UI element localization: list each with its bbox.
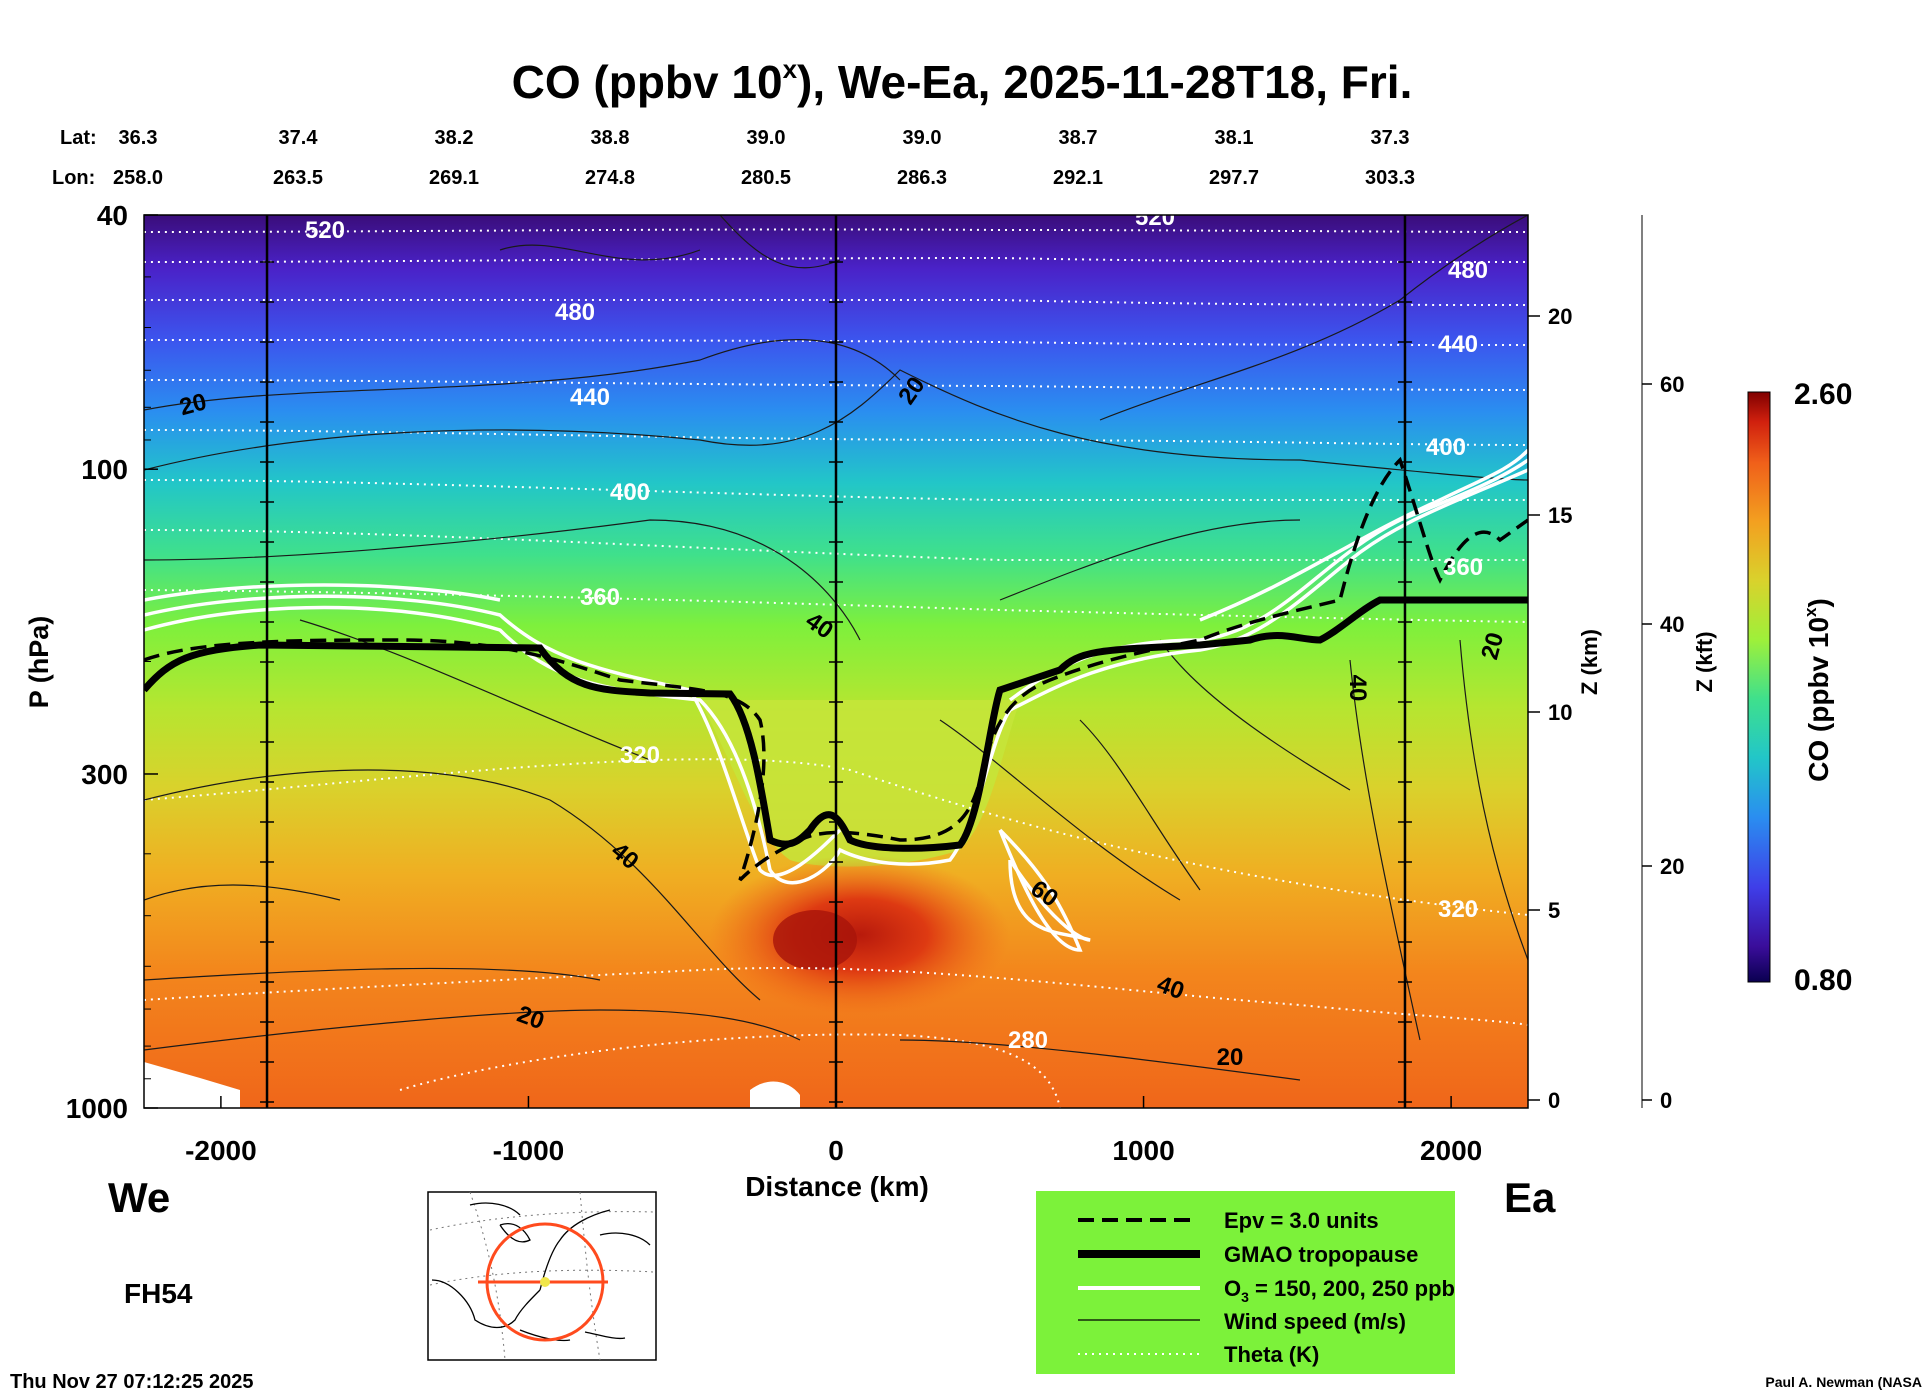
co-maximum-region [710, 855, 1010, 1015]
colorbar-scale [1747, 391, 1771, 983]
y-tick-label: 40 [97, 200, 128, 231]
surface-mask [144, 1062, 240, 1108]
x-tick-label: 0 [828, 1135, 844, 1166]
west-label: We [108, 1174, 170, 1221]
z-km-tick-label: 5 [1548, 898, 1560, 923]
z-km-axis: 0 5 10 15 20 Z (km) [1527, 215, 1602, 1113]
legend: Epv = 3.0 units GMAO tropopause O3 = 150… [1036, 1191, 1455, 1374]
z-kft-tick-label: 20 [1660, 854, 1684, 879]
svg-text:320: 320 [620, 742, 660, 769]
svg-text:480: 480 [555, 299, 595, 326]
z-km-tick-label: 20 [1548, 304, 1572, 329]
z-km-tick-label: 15 [1548, 503, 1572, 528]
timestamp: Thu Nov 27 07:12:25 2025 [10, 1371, 253, 1393]
z-kft-tick-label: 40 [1660, 612, 1684, 637]
z-kft-tick-label: 0 [1660, 1088, 1672, 1113]
x-tick-label: 1000 [1112, 1135, 1174, 1166]
svg-text:520: 520 [1135, 204, 1175, 231]
svg-text:400: 400 [610, 479, 650, 506]
colorbar: 2.60 0.80 CO (ppbv 10x) [1747, 378, 1852, 997]
vertical-section-lines [260, 215, 1412, 1108]
lon-label: Lon: [52, 167, 95, 189]
lat-values: 36.3 37.4 38.2 38.8 39.0 39.0 38.7 38.1 37.3 [119, 127, 1410, 149]
lon-value: 274.8 [585, 167, 635, 189]
forecast-hour: FH54 [124, 1278, 193, 1309]
surface-mask-2 [750, 1081, 800, 1108]
tropopause-line [144, 596, 1528, 852]
lat-label: Lat: [60, 127, 97, 149]
lat-value: 38.8 [591, 127, 630, 149]
lon-value: 263.5 [273, 167, 323, 189]
lat-value: 38.1 [1215, 127, 1254, 149]
svg-text:360: 360 [1443, 554, 1483, 581]
legend-ozone-label: O3 = 150, 200, 250 ppb [1224, 1276, 1455, 1305]
lon-values: 258.0 263.5 269.1 274.8 280.5 286.3 292.1 297.7… [113, 167, 1415, 189]
svg-text:280: 280 [1008, 1027, 1048, 1054]
z-kft-axis-title: Z (kft) [1692, 631, 1717, 692]
co-fold-region [700, 700, 1020, 867]
chart-title: CO (ppbv 10x), We-Ea, 2025-11-28T18, Fri… [512, 54, 1413, 108]
svg-text:480: 480 [1448, 257, 1488, 284]
lat-value: 37.3 [1371, 127, 1410, 149]
distance-axis-title: Distance (km) [745, 1171, 929, 1202]
y-tick-label: 1000 [66, 1093, 128, 1124]
lon-value: 286.3 [897, 167, 947, 189]
svg-text:20: 20 [1217, 1044, 1244, 1071]
legend-wind-label: Wind speed (m/s) [1224, 1309, 1406, 1334]
svg-text:440: 440 [1438, 331, 1478, 358]
colorbar-min: 0.80 [1794, 964, 1852, 997]
colorbar-label: CO (ppbv 10x) [1801, 598, 1834, 782]
pressure-axis: 40 100 300 1000 [66, 200, 158, 1124]
svg-text:40: 40 [1344, 675, 1371, 702]
location-map [427, 1191, 657, 1361]
lat-value: 38.7 [1059, 127, 1098, 149]
theta-contours [144, 228, 1528, 1108]
lat-value: 36.3 [119, 127, 158, 149]
svg-text:320: 320 [1438, 896, 1478, 923]
pressure-axis-title: P (hPa) [24, 616, 54, 709]
svg-text:440: 440 [570, 384, 610, 411]
wind-speed-contours [144, 215, 1528, 1081]
theta-labels: 520 480 440 400 360 320 280 520 480 440 … [305, 204, 1488, 1054]
lon-value: 292.1 [1053, 167, 1103, 189]
z-kft-tick-label: 60 [1660, 372, 1684, 397]
credit: Paul A. Newman (NASA [1765, 1374, 1922, 1390]
y-tick-label: 300 [81, 759, 128, 790]
section-center [540, 1277, 550, 1287]
colorbar-max: 2.60 [1794, 378, 1852, 411]
z-km-tick-label: 0 [1548, 1088, 1560, 1113]
lon-value: 258.0 [113, 167, 163, 189]
z-km-tick-label: 10 [1548, 700, 1572, 725]
svg-text:360: 360 [580, 584, 620, 611]
z-km-axis-title: Z (km) [1577, 629, 1602, 695]
east-label: Ea [1504, 1174, 1556, 1221]
z-kft-axis: 0 20 40 60 Z (kft) [1641, 215, 1717, 1113]
lon-value: 269.1 [429, 167, 479, 189]
co-maximum-core [773, 910, 857, 970]
lon-value: 280.5 [741, 167, 791, 189]
distance-axis: -2000 -1000 0 1000 2000 [185, 1096, 1482, 1166]
x-tick-label: -2000 [185, 1135, 257, 1166]
svg-text:400: 400 [1426, 434, 1466, 461]
svg-text:520: 520 [305, 217, 345, 244]
legend-theta-label: Theta (K) [1224, 1342, 1319, 1367]
lat-value: 39.0 [747, 127, 786, 149]
y-tick-label: 100 [81, 454, 128, 485]
x-tick-label: 2000 [1420, 1135, 1482, 1166]
lon-value: 297.7 [1209, 167, 1259, 189]
lat-value: 38.2 [435, 127, 474, 149]
legend-tropopause-label: GMAO tropopause [1224, 1242, 1418, 1267]
x-tick-label: -1000 [493, 1135, 565, 1166]
lat-value: 39.0 [903, 127, 942, 149]
epv-contour [144, 456, 1528, 882]
legend-epv-label: Epv = 3.0 units [1224, 1208, 1379, 1233]
lat-value: 37.4 [279, 127, 319, 149]
lon-value: 303.3 [1365, 167, 1415, 189]
